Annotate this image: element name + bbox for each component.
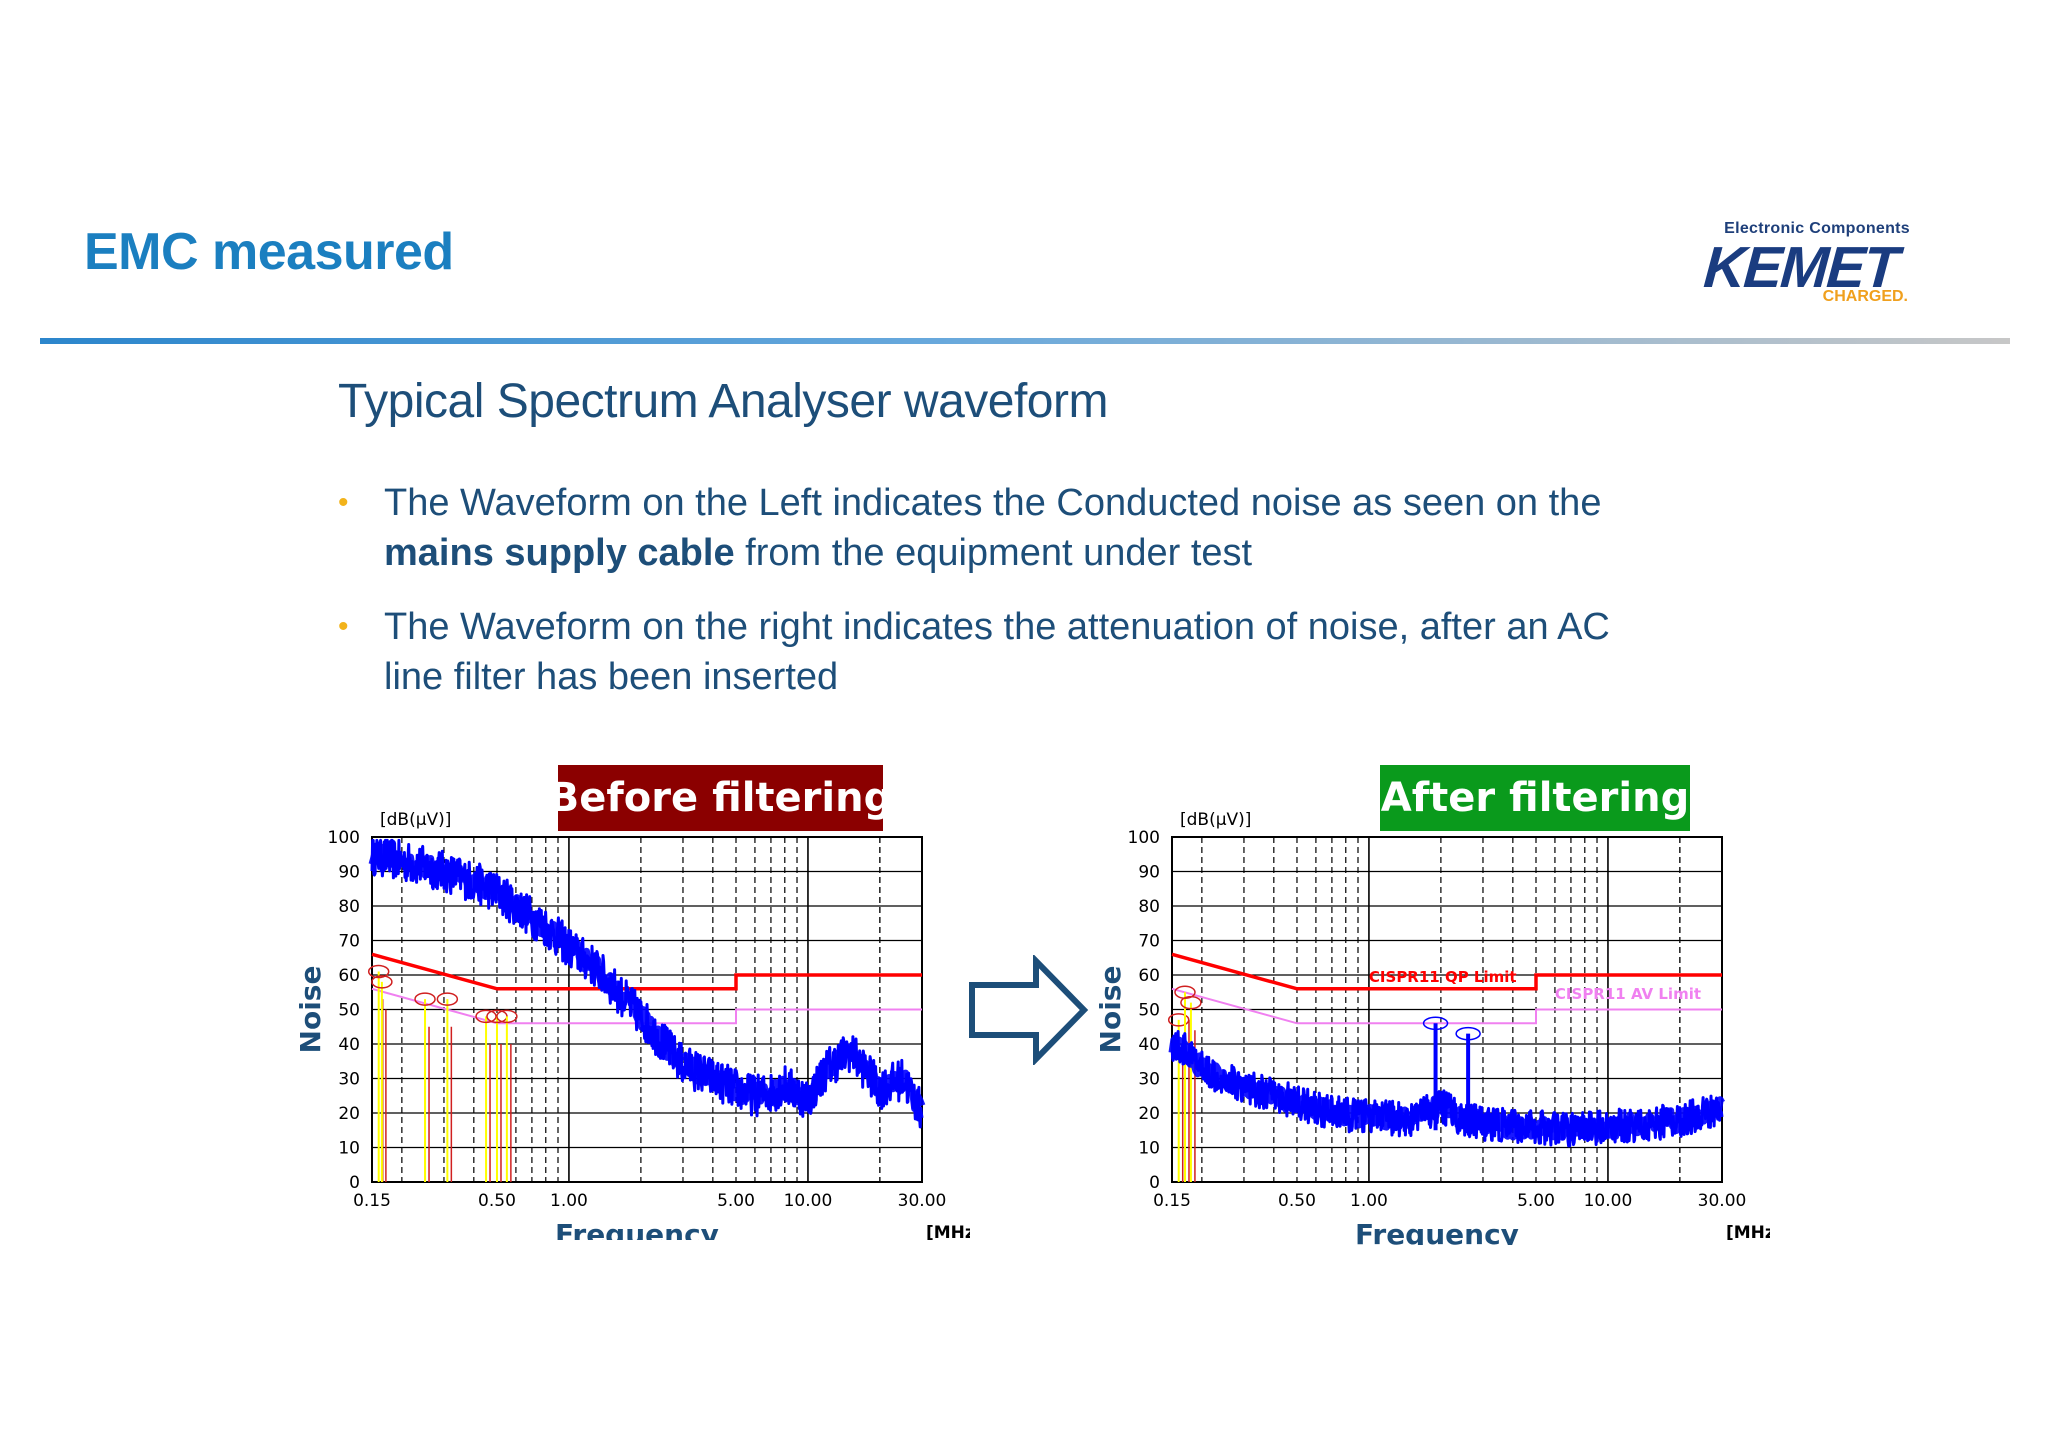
y-tick-label: 80	[338, 897, 360, 917]
bullet-item-2: • The Waveform on the right indicates th…	[338, 602, 1638, 702]
noise-envelope	[1168, 1036, 1726, 1141]
x-tick-label: 10.00	[784, 1191, 833, 1211]
chart-before-filtering: Before filtering 0 10 20 30 40 50 60 70 80 90 100 0.…	[294, 765, 970, 1240]
chart-title: After filtering	[1381, 775, 1689, 821]
y-unit-label: [dB(μV)]	[380, 810, 451, 830]
marker-circle	[1167, 1013, 1190, 1027]
marker-circle	[436, 992, 459, 1006]
x-axis-label: Frequency	[555, 1218, 719, 1240]
y-tick-label: 100	[1128, 828, 1160, 848]
y-tick-label: 20	[1138, 1104, 1160, 1124]
x-tick-label: 5.00	[717, 1191, 755, 1211]
y-tick-label: 70	[338, 932, 360, 952]
y-tick-label: 10	[1138, 1139, 1160, 1159]
bullet-2-text: The Waveform on the right indicates the …	[384, 606, 1610, 698]
chart-title-box	[558, 765, 883, 831]
x-tick-label: 0.15	[1153, 1191, 1191, 1211]
y-tick-label: 10	[338, 1139, 360, 1159]
logo-tagline: Electronic Components	[1724, 220, 1910, 237]
x-unit-label: [MHz]	[1726, 1223, 1770, 1243]
y-tick-label: 20	[338, 1104, 360, 1124]
y-tick-label: 80	[1138, 897, 1160, 917]
qp-limit-line	[1171, 952, 1722, 991]
x-tick-label: 1.00	[1350, 1191, 1388, 1211]
chart-after-filtering: After filtering 0 10 20 30 40 50 60 70 80 90 100 0.1…	[1094, 765, 1770, 1245]
y-tick-label: 70	[1138, 932, 1160, 952]
qp-limit-line	[371, 952, 922, 991]
bullet-list: • The Waveform on the Left indicates the…	[338, 478, 1638, 726]
x-unit-label: [MHz]	[926, 1223, 970, 1240]
y-tick-label: 30	[1138, 1070, 1160, 1090]
av-limit-line	[1171, 987, 1722, 1025]
y-unit-label: [dB(μV)]	[1180, 810, 1251, 830]
spike-marker-circle	[1455, 1026, 1481, 1041]
av-limit-annotation: CISPR11 AV Limit	[1555, 985, 1701, 1003]
slide-subtitle: Typical Spectrum Analyser waveform	[338, 375, 1108, 428]
x-tick-label: 30.00	[1698, 1191, 1747, 1211]
y-tick-label: 50	[338, 1001, 360, 1021]
bullet-1-text-bold: mains supply cable	[384, 532, 735, 574]
x-tick-label: 0.50	[478, 1191, 516, 1211]
slide-title: EMC measured	[84, 223, 454, 281]
y-tick-label: 60	[338, 966, 360, 986]
kemet-logo: Electronic Components KEMET CHARGED.	[1700, 218, 1920, 308]
marker-circle	[414, 992, 436, 1006]
y-tick-label: 0	[349, 1173, 360, 1193]
y-tick-label: 100	[328, 828, 360, 848]
noise-envelope	[368, 843, 926, 1113]
y-axis-label: Noise	[1094, 966, 1127, 1054]
x-tick-label: 10.00	[1584, 1191, 1633, 1211]
y-axis-label: Noise	[294, 966, 327, 1054]
y-tick-label: 50	[1138, 1001, 1160, 1021]
qp-limit-annotation: CISPR11 QP Limit	[1369, 968, 1517, 986]
y-tick-label: 90	[338, 863, 360, 883]
bullet-dot-icon: •	[338, 610, 349, 643]
spike-marker-circle	[1422, 1016, 1449, 1031]
x-axis-label: Frequency	[1355, 1218, 1519, 1245]
y-tick-label: 30	[338, 1070, 360, 1090]
y-tick-label: 90	[1138, 863, 1160, 883]
marker-circle	[367, 964, 390, 979]
marker-circle	[371, 975, 393, 989]
marker-circle	[1180, 995, 1202, 1010]
bullet-1-text-post: from the equipment under test	[734, 532, 1253, 574]
logo-charged: CHARGED.	[1822, 288, 1908, 305]
x-tick-label: 0.15	[353, 1191, 391, 1211]
right-arrow-icon	[969, 955, 1089, 1065]
y-tick-label: 0	[1149, 1173, 1160, 1193]
x-tick-label: 5.00	[1517, 1191, 1555, 1211]
av-limit-line	[371, 987, 922, 1025]
title-divider	[40, 338, 2010, 344]
x-tick-label: 0.50	[1278, 1191, 1316, 1211]
y-tick-label: 40	[338, 1035, 360, 1055]
chart-title: Before filtering	[549, 775, 892, 821]
marker-circle	[496, 1009, 518, 1024]
bullet-dot-icon: •	[338, 486, 349, 519]
bullet-1-text-pre: The Waveform on the Left indicates the C…	[384, 482, 1602, 524]
y-tick-label: 40	[1138, 1035, 1160, 1055]
y-tick-label: 60	[1138, 966, 1160, 986]
bullet-item-1: • The Waveform on the Left indicates the…	[338, 478, 1638, 578]
x-tick-label: 30.00	[898, 1191, 947, 1211]
chart-title-box	[1380, 765, 1690, 831]
x-tick-label: 1.00	[550, 1191, 588, 1211]
